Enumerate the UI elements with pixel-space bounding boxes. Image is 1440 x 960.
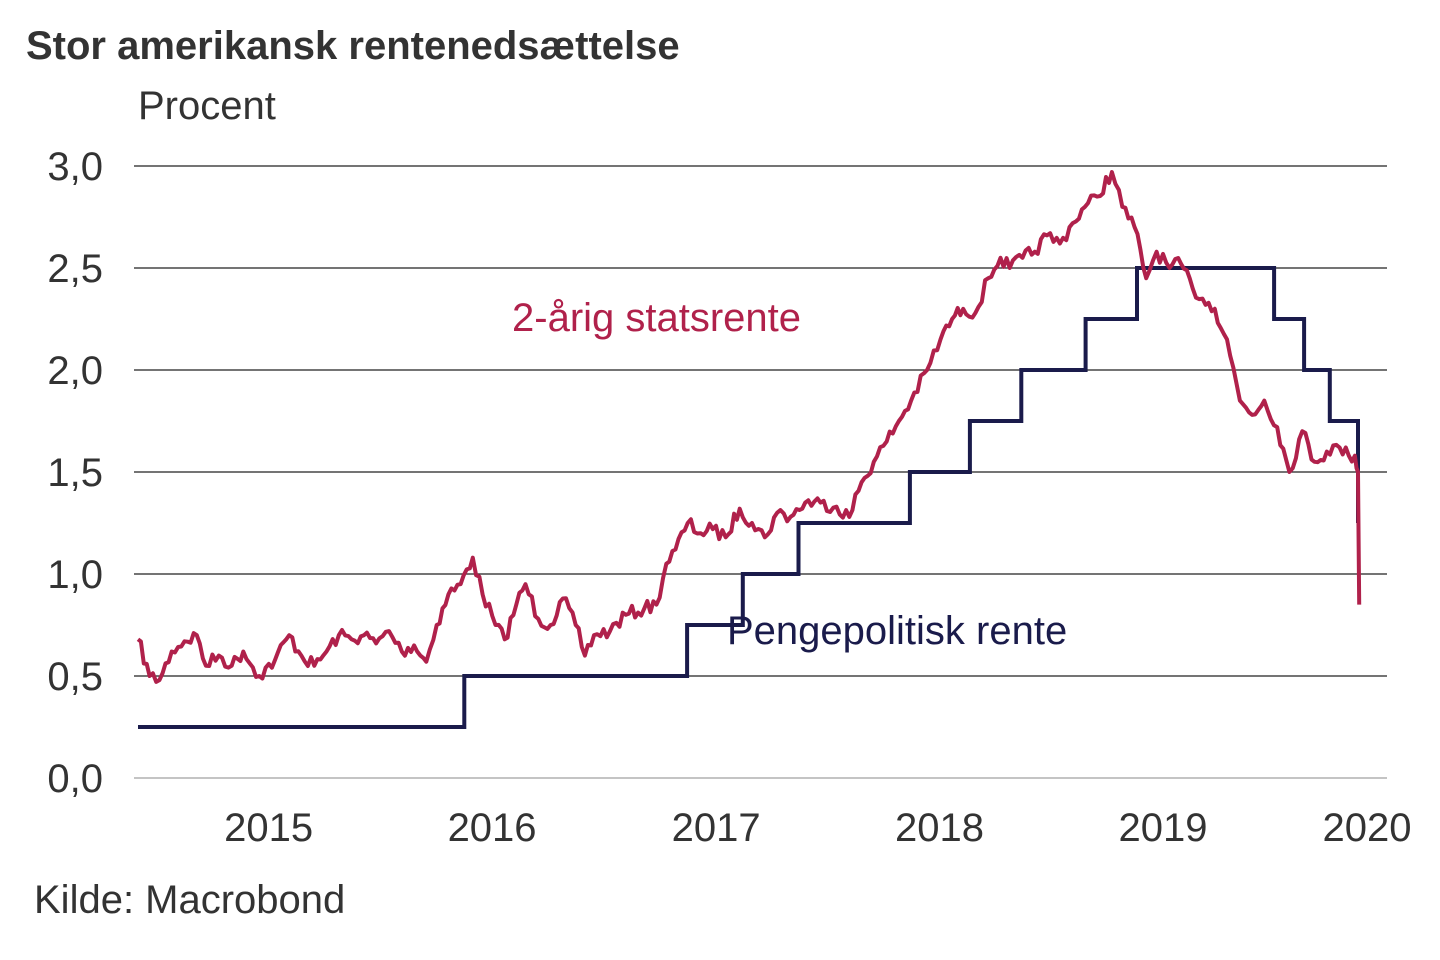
y-axis-ticks: 0,0 0,5 1,0 1,5 2,0 2,5 3,0 xyxy=(47,145,103,801)
series-line-pengepolitisk-rente xyxy=(138,266,1360,729)
y-tick-label: 1,5 xyxy=(47,451,103,495)
y-tick-label: 2,0 xyxy=(47,349,103,393)
source-note: Kilde: Macrobond xyxy=(34,878,346,922)
y-tick-label: 0,5 xyxy=(47,655,103,699)
series-line-2-arig-statsrente xyxy=(136,170,1362,684)
x-tick-label: 2016 xyxy=(448,806,537,850)
x-tick-label: 2017 xyxy=(672,806,761,850)
x-tick-label: 2018 xyxy=(895,806,984,850)
y-tick-label: 2,5 xyxy=(47,247,103,291)
x-tick-label: 2015 xyxy=(224,806,313,850)
y-tick-label: 3,0 xyxy=(47,145,103,189)
x-tick-label: 2019 xyxy=(1118,806,1207,850)
gridlines xyxy=(134,165,1387,779)
series-label-2-arig-statsrente: 2-årig statsrente xyxy=(512,296,801,340)
x-axis-ticks: 2015 2016 2017 2018 2019 2020 xyxy=(224,806,1411,850)
y-tick-label: 0,0 xyxy=(47,757,103,801)
y-axis-unit-label: Procent xyxy=(138,84,276,128)
x-tick-label: 2020 xyxy=(1323,806,1412,850)
chart-title: Stor amerikansk rentenedsættelse xyxy=(26,24,680,68)
series-label-pengepolitisk-rente: Pengepolitisk rente xyxy=(727,609,1067,653)
y-tick-label: 1,0 xyxy=(47,553,103,597)
